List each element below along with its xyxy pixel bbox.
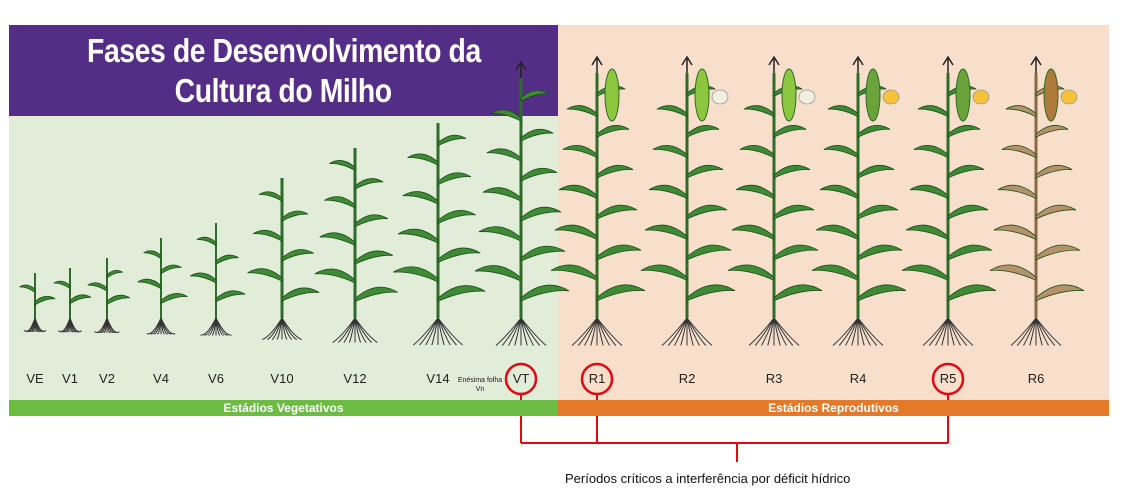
title-line-2: Cultura do Milho <box>175 71 392 109</box>
title-banner: Fases de Desenvolvimento da Cultura do M… <box>9 25 558 116</box>
stage-label-v4: V4 <box>153 371 169 386</box>
stage-label-v14: V14 <box>426 371 450 386</box>
vegetative-stages-band: Estádios Vegetativos <box>9 400 558 416</box>
stage-label-v12: V12 <box>343 371 367 386</box>
plant-r1 <box>550 55 646 346</box>
stage-label-r4: R4 <box>849 371 867 386</box>
stage-label-v6: V6 <box>208 371 224 386</box>
plant-r5 <box>901 55 997 346</box>
stage-label-r1: R1 <box>588 371 606 386</box>
nth-leaf-label: Enésima folha Vn <box>454 376 506 394</box>
stage-label-r2: R2 <box>678 371 696 386</box>
stage-label-r5: R5 <box>939 371 957 386</box>
stage-label-v1: V1 <box>62 371 78 386</box>
plant-v10 <box>247 178 320 341</box>
plant-vt <box>474 60 570 346</box>
plant-v1 <box>53 268 92 333</box>
critical-periods-caption: Períodos críticos a interferência por dé… <box>565 471 851 486</box>
plant-r3 <box>727 55 823 346</box>
reproductive-stages-band: Estádios Reprodutivos <box>558 400 1109 416</box>
plant-r4 <box>811 55 907 346</box>
plant-r6 <box>989 55 1085 346</box>
stage-label-r6: R6 <box>1027 371 1045 386</box>
nth-leaf-label-line-1: Enésima folha <box>457 377 503 384</box>
plant-r2 <box>640 55 736 346</box>
plant-v2 <box>87 258 131 333</box>
title-line-1: Fases de Desenvolvimento da <box>86 31 481 69</box>
stage-label-v10: V10 <box>270 371 294 386</box>
stage-label-ve: VE <box>26 371 44 386</box>
reproductive-background <box>558 25 1109 400</box>
plant-v12 <box>314 148 398 343</box>
stage-label-v2: V2 <box>99 371 115 386</box>
plant-v6 <box>190 223 246 336</box>
plant-v4 <box>137 238 188 335</box>
plant-v14 <box>393 123 486 346</box>
stage-label-r3: R3 <box>765 371 783 386</box>
nth-leaf-label-line-2: Vn <box>475 386 485 393</box>
stage-label-vt: VT <box>512 371 530 386</box>
plant-ve <box>19 273 56 333</box>
